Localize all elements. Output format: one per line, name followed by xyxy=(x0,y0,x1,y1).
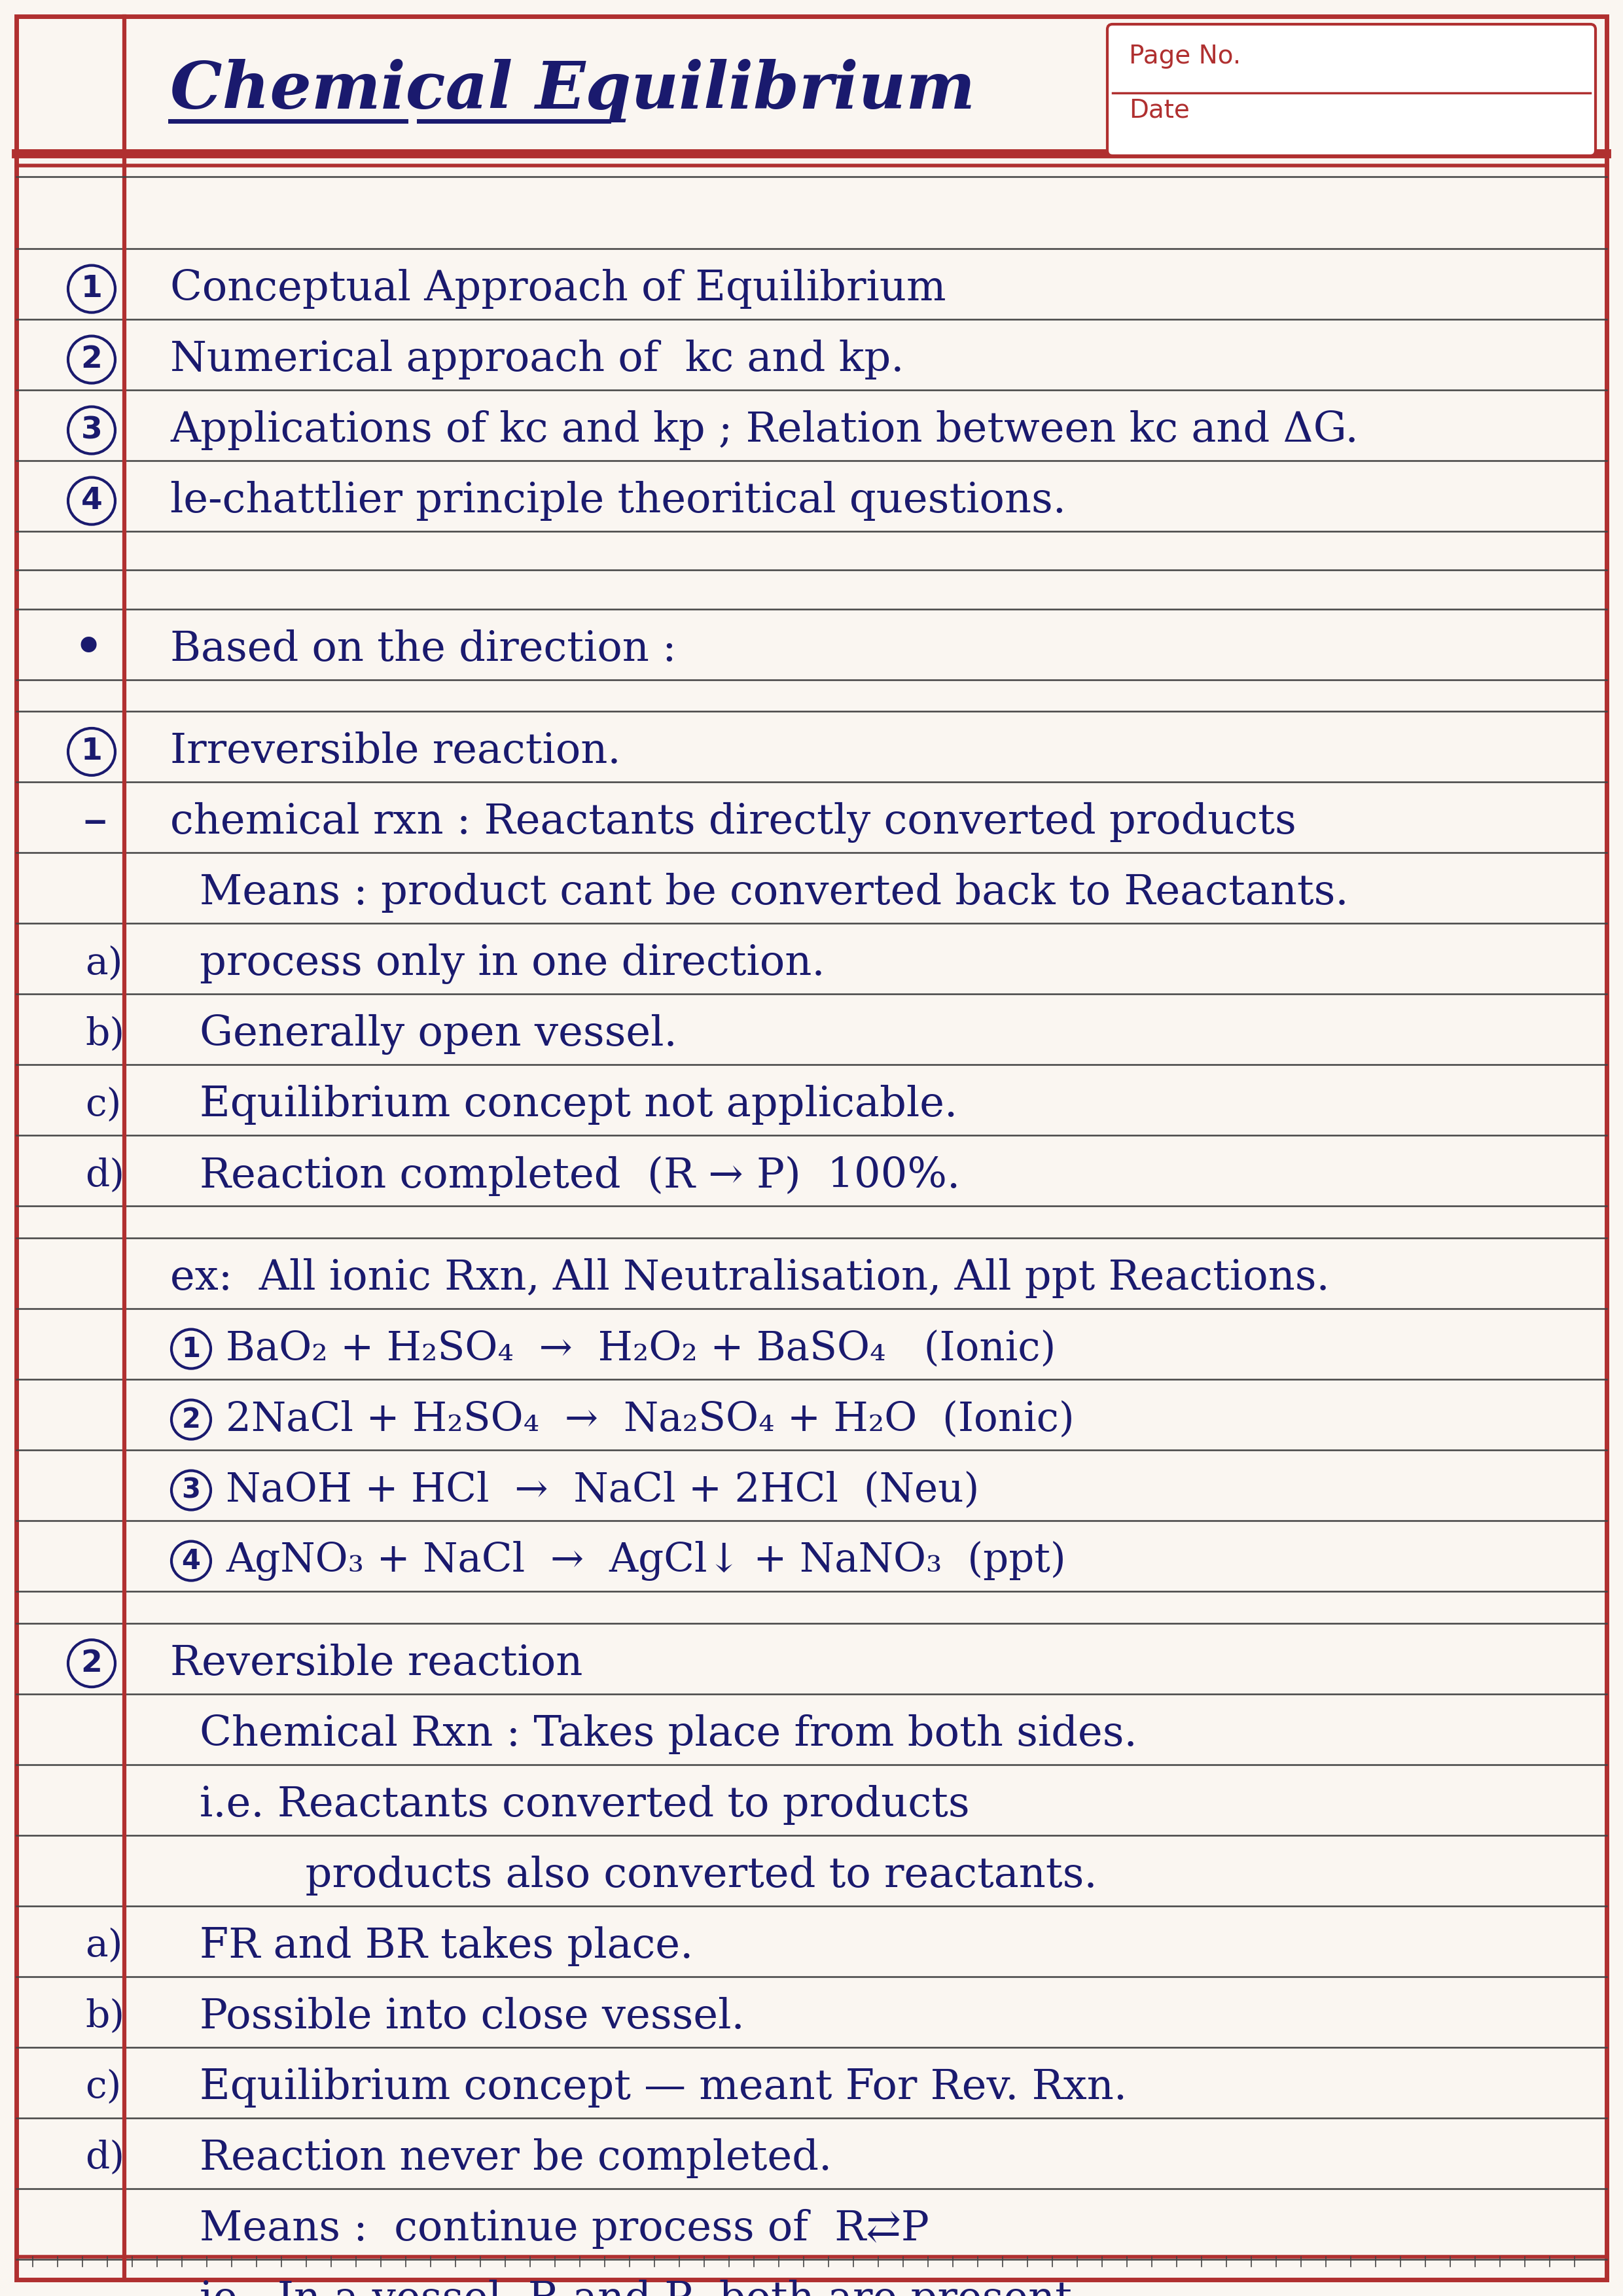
Text: Conceptual Approach of Equilibrium: Conceptual Approach of Equilibrium xyxy=(170,269,946,310)
Text: chemical rxn : Reactants directly converted products: chemical rxn : Reactants directly conver… xyxy=(170,801,1297,843)
Text: d): d) xyxy=(84,1157,125,1194)
Text: products also converted to reactants.: products also converted to reactants. xyxy=(226,1855,1097,1896)
Text: Chemical Rxn : Takes place from both sides.: Chemical Rxn : Takes place from both sid… xyxy=(200,1715,1138,1754)
Text: 2: 2 xyxy=(81,1649,102,1678)
Text: •: • xyxy=(73,622,104,675)
Text: 4: 4 xyxy=(182,1548,201,1575)
Text: i.e. Reactants converted to products: i.e. Reactants converted to products xyxy=(200,1784,969,1825)
Text: 1: 1 xyxy=(81,737,102,767)
Text: 1: 1 xyxy=(182,1336,201,1362)
Text: 4: 4 xyxy=(81,487,102,517)
Text: 2: 2 xyxy=(81,344,102,374)
Text: d): d) xyxy=(84,2140,125,2177)
Text: 3: 3 xyxy=(182,1476,201,1504)
Text: Possible into close vessel.: Possible into close vessel. xyxy=(200,1998,745,2037)
Text: Chemical Equilibrium: Chemical Equilibrium xyxy=(170,60,975,122)
Text: ex:  All ionic Rxn, All Neutralisation, All ppt Reactions.: ex: All ionic Rxn, All Neutralisation, A… xyxy=(170,1258,1329,1297)
Text: 1: 1 xyxy=(81,273,102,303)
FancyBboxPatch shape xyxy=(16,16,1607,2280)
Text: le-chattlier principle theoritical questions.: le-chattlier principle theoritical quest… xyxy=(170,480,1066,521)
Text: FR and BR takes place.: FR and BR takes place. xyxy=(200,1926,693,1965)
Text: Equilibrium concept not applicable.: Equilibrium concept not applicable. xyxy=(200,1086,958,1125)
Text: Based on the direction :: Based on the direction : xyxy=(170,629,677,670)
Text: Page No.: Page No. xyxy=(1130,44,1242,69)
FancyBboxPatch shape xyxy=(1107,25,1595,156)
Text: c): c) xyxy=(84,2069,122,2105)
Text: Means :  continue process of  R⇄P: Means : continue process of R⇄P xyxy=(200,2209,928,2248)
Text: NaOH + HCl  →  NaCl + 2HCl  (Neu): NaOH + HCl → NaCl + 2HCl (Neu) xyxy=(226,1472,979,1511)
Text: Equilibrium concept — meant For Rev. Rxn.: Equilibrium concept — meant For Rev. Rxn… xyxy=(200,2066,1126,2108)
Text: a): a) xyxy=(84,1929,123,1965)
Text: AgNO₃ + NaCl  →  AgCl↓ + NaNO₃  (ppt): AgNO₃ + NaCl → AgCl↓ + NaNO₃ (ppt) xyxy=(226,1541,1066,1582)
Text: Irreversible reaction.: Irreversible reaction. xyxy=(170,732,622,771)
Text: –: – xyxy=(83,799,107,847)
Text: a): a) xyxy=(84,946,123,983)
Text: b): b) xyxy=(84,1017,125,1054)
Text: c): c) xyxy=(84,1086,122,1123)
Text: Reaction completed  (R → P)  100%.: Reaction completed (R → P) 100%. xyxy=(200,1155,961,1196)
Text: b): b) xyxy=(84,1998,125,2034)
Text: Reversible reaction: Reversible reaction xyxy=(170,1644,583,1683)
Text: Applications of kc and kp ; Relation between kc and ΔG.: Applications of kc and kp ; Relation bet… xyxy=(170,411,1358,450)
Text: Reaction never be completed.: Reaction never be completed. xyxy=(200,2138,833,2179)
Text: BaO₂ + H₂SO₄  →  H₂O₂ + BaSO₄   (Ionic): BaO₂ + H₂SO₄ → H₂O₂ + BaSO₄ (Ionic) xyxy=(226,1329,1057,1368)
Text: Numerical approach of  kc and kp.: Numerical approach of kc and kp. xyxy=(170,340,904,379)
Text: Generally open vessel.: Generally open vessel. xyxy=(200,1015,677,1054)
Text: Means : product cant be converted back to Reactants.: Means : product cant be converted back t… xyxy=(200,872,1349,914)
Text: ie.  In a vessel  R and P  both are present.: ie. In a vessel R and P both are present… xyxy=(200,2280,1086,2296)
Text: 2NaCl + H₂SO₄  →  Na₂SO₄ + H₂O  (Ionic): 2NaCl + H₂SO₄ → Na₂SO₄ + H₂O (Ionic) xyxy=(226,1401,1074,1440)
Text: Date: Date xyxy=(1130,96,1190,122)
Text: 2: 2 xyxy=(182,1405,201,1433)
Text: 3: 3 xyxy=(81,416,102,445)
Text: process only in one direction.: process only in one direction. xyxy=(200,944,824,985)
